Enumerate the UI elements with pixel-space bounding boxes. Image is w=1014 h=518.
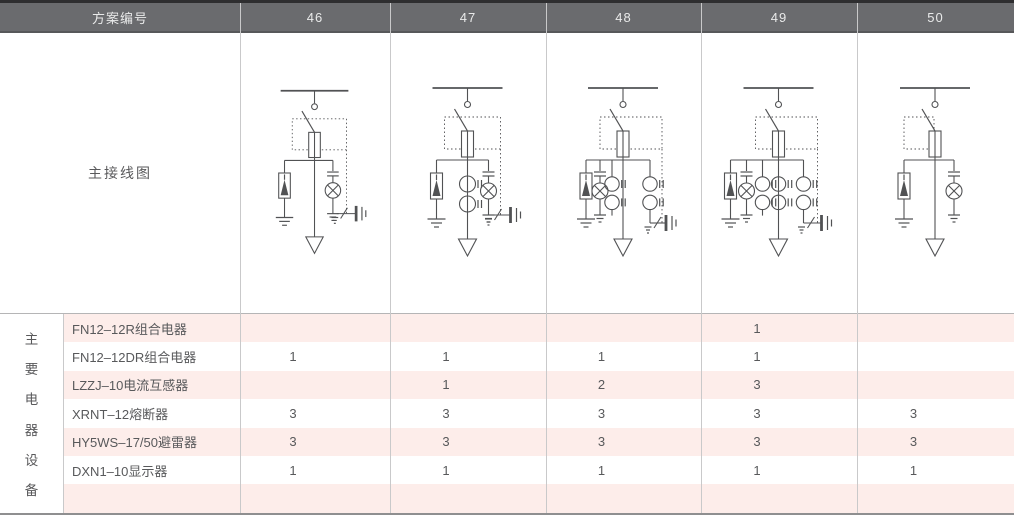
- quantity-cell: 1: [909, 462, 918, 478]
- quantity-cell: 3: [753, 377, 761, 393]
- device-name-cell: DXN1–10显示器: [72, 463, 168, 479]
- scheme-number-header-47: 47: [459, 9, 477, 25]
- quantity-cell: 1: [442, 377, 450, 393]
- equipment-row: FN12–12R组合电器 1: [63, 314, 1014, 343]
- quantity-cell: 3: [289, 405, 297, 421]
- vertical-label-char: 主: [24, 332, 39, 347]
- device-name-cell: XRNT–12熔断器: [72, 406, 169, 422]
- table-header-row: 方案编号 46 47 48 49 50: [0, 0, 1014, 33]
- table-bottom-border: [0, 513, 1014, 515]
- wiring-diagram-49: [721, 87, 833, 258]
- device-name-cell: LZZJ–10电流互感器: [72, 378, 189, 394]
- quantity-cell: 1: [753, 462, 761, 478]
- vertical-label-char: 备: [24, 482, 39, 498]
- quantity-cell: 3: [753, 434, 761, 450]
- device-name-cell: FN12–12DR组合电器: [72, 350, 197, 366]
- quantity-cell: 3: [442, 405, 450, 421]
- equipment-row: [63, 484, 1014, 513]
- wiring-diagram-47: [427, 87, 522, 258]
- equipment-row: DXN1–10显示器 1 1 1 1 1: [63, 456, 1014, 484]
- device-name-cell: HY5WS–17/50避雷器: [72, 435, 197, 451]
- vertical-label-char: 器: [24, 422, 39, 438]
- vertical-label-char: 电: [24, 392, 39, 408]
- wiring-diagram-50: [895, 87, 970, 258]
- quantity-cell: 3: [753, 405, 761, 421]
- quantity-cell: 3: [909, 434, 918, 450]
- quantity-cell: 3: [597, 405, 606, 421]
- equipment-table: 主要电器设备 FN12–12R组合电器 1 FN12–12DR组合电器 1 1 1 1 LZZ…: [0, 314, 1014, 513]
- quantity-cell: 1: [753, 320, 761, 336]
- quantity-cell: 1: [442, 462, 450, 478]
- quantity-cell: 3: [289, 434, 297, 450]
- main-wiring-diagram-label: 主接线图: [88, 165, 152, 181]
- quantity-cell: 1: [442, 349, 450, 365]
- equipment-row: HY5WS–17/50避雷器 3 3 3 3 3: [63, 427, 1014, 456]
- quantity-cell: 2: [597, 377, 606, 393]
- wiring-diagram-cell-50: [857, 33, 1014, 313]
- equipment-category-vertical-label: 主要电器设备: [0, 314, 63, 513]
- column-divider: [546, 3, 547, 513]
- scheme-number-header-46: 46: [306, 9, 324, 25]
- wiring-diagram-cell-48: [546, 33, 701, 313]
- quantity-cell: 3: [597, 434, 606, 450]
- vertical-label-char: 要: [24, 362, 39, 378]
- label-column-divider: [63, 314, 64, 513]
- equipment-row: LZZJ–10电流互感器 1 2 3: [63, 370, 1014, 400]
- device-name-cell: FN12–12R组合电器: [72, 321, 187, 337]
- column-divider: [701, 3, 702, 513]
- wiring-diagram-46: [275, 89, 367, 255]
- wiring-diagram-row: 主接线图: [0, 33, 1014, 314]
- column-divider: [240, 3, 241, 513]
- quantity-cell: 3: [909, 405, 918, 421]
- quantity-cell: 1: [597, 349, 606, 365]
- scheme-number-header-49: 49: [770, 9, 788, 25]
- wiring-diagram-cell-46: [240, 33, 390, 313]
- wiring-diagram-48: [577, 87, 677, 258]
- scheme-number-header-48: 48: [615, 9, 632, 25]
- scheme-number-header-50: 50: [927, 9, 944, 25]
- quantity-cell: 1: [753, 349, 761, 365]
- equipment-rows: FN12–12R组合电器 1 FN12–12DR组合电器 1 1 1 1 LZZJ–10电流互…: [63, 314, 1014, 513]
- quantity-cell: 3: [442, 434, 450, 450]
- column-divider: [857, 3, 858, 513]
- quantity-cell: 1: [289, 349, 297, 365]
- quantity-cell: 1: [289, 462, 297, 478]
- equipment-row: FN12–12DR组合电器 1 1 1 1: [63, 342, 1014, 370]
- equipment-row: XRNT–12熔断器 3 3 3 3 3: [63, 399, 1014, 427]
- column-divider: [390, 3, 391, 513]
- wiring-diagram-cell-49: [701, 33, 857, 313]
- vertical-label-char: 设: [24, 452, 39, 468]
- quantity-cell: 1: [597, 462, 606, 478]
- wiring-diagram-cell-47: [390, 33, 546, 313]
- scheme-number-label: 方案编号: [91, 10, 148, 26]
